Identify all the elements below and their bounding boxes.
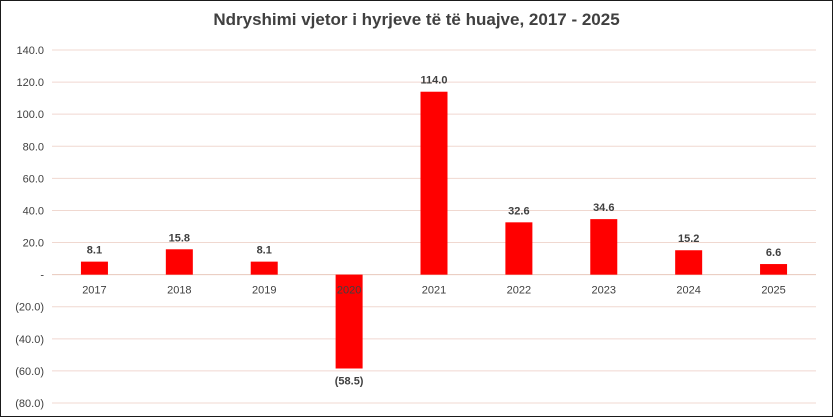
bar bbox=[80, 261, 108, 275]
data-label: 34.6 bbox=[593, 202, 614, 214]
x-tick-label: 2018 bbox=[167, 285, 191, 297]
x-tick-label: 2020 bbox=[337, 285, 361, 297]
x-tick-label: 2023 bbox=[592, 285, 616, 297]
bar bbox=[590, 219, 618, 275]
data-label: (58.5) bbox=[335, 376, 364, 388]
y-tick-label: 60.0 bbox=[23, 173, 44, 185]
data-label: 15.2 bbox=[678, 233, 699, 245]
x-tick-label: 2022 bbox=[507, 285, 531, 297]
data-label: 32.6 bbox=[508, 205, 529, 217]
y-axis: 140.0 120.0 100.0 80.0 60.0 40.0 20.0 - (20.0) (4… bbox=[15, 45, 44, 410]
bar bbox=[760, 264, 788, 275]
bar bbox=[165, 249, 193, 275]
data-labels: 8.1 15.8 8.1 (58.5) 114.0 32.6 34.6 15.2 6.6 bbox=[87, 75, 781, 388]
data-label: 8.1 bbox=[87, 245, 102, 257]
bar bbox=[250, 261, 278, 275]
x-tick-label: 2025 bbox=[761, 285, 785, 297]
y-tick-label: 100.0 bbox=[16, 109, 44, 121]
y-tick-label: (40.0) bbox=[15, 334, 44, 346]
bar bbox=[335, 274, 363, 369]
y-tick-label: (60.0) bbox=[15, 366, 44, 378]
x-tick-label: 2021 bbox=[422, 285, 446, 297]
bars bbox=[80, 91, 788, 369]
bar bbox=[675, 250, 703, 275]
x-axis: 2017 2018 2019 2020 2021 2022 2023 2024 2025 bbox=[82, 285, 786, 297]
chart-title: Ndryshimi vjetor i hyrjeve të të huajve,… bbox=[213, 10, 620, 29]
x-tick-label: 2019 bbox=[252, 285, 276, 297]
y-tick-label: (20.0) bbox=[15, 302, 44, 314]
x-tick-label: 2017 bbox=[82, 285, 106, 297]
y-tick-label: 20.0 bbox=[23, 238, 44, 250]
bar bbox=[505, 222, 533, 275]
data-label: 6.6 bbox=[766, 247, 781, 259]
y-tick-label: 80.0 bbox=[23, 141, 44, 153]
data-label: 114.0 bbox=[421, 75, 448, 87]
y-tick-label: 140.0 bbox=[16, 45, 44, 57]
bar bbox=[420, 91, 448, 275]
data-label: 8.1 bbox=[257, 245, 272, 257]
y-tick-label: (80.0) bbox=[15, 398, 44, 410]
x-tick-label: 2024 bbox=[676, 285, 700, 297]
y-tick-label: - bbox=[40, 270, 44, 282]
data-label: 15.8 bbox=[169, 232, 190, 244]
y-tick-label: 120.0 bbox=[16, 77, 44, 89]
y-tick-label: 40.0 bbox=[23, 205, 44, 217]
